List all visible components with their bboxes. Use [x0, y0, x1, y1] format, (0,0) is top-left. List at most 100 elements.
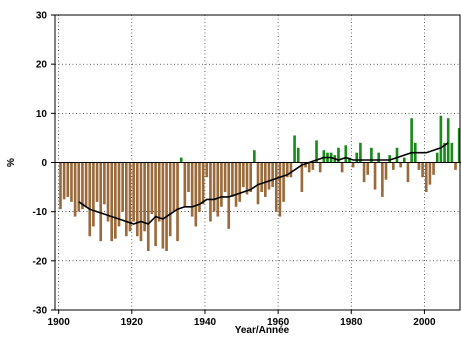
bar	[223, 162, 227, 192]
bar	[161, 162, 165, 249]
bar	[289, 162, 293, 178]
bar	[135, 162, 139, 237]
bar	[377, 152, 381, 163]
bar	[304, 162, 307, 168]
bar	[428, 162, 432, 185]
bar	[395, 147, 399, 163]
x-tick-label: 1980	[340, 317, 363, 328]
x-tick-label: 1900	[48, 317, 71, 328]
bar	[95, 162, 99, 202]
bar	[198, 162, 201, 212]
bar	[165, 162, 168, 251]
bar	[388, 155, 391, 163]
bar	[103, 162, 106, 205]
bar	[209, 162, 212, 222]
bar	[271, 162, 274, 188]
bar	[362, 162, 366, 183]
bar	[457, 128, 461, 163]
bar	[351, 162, 355, 168]
y-tick-label: 30	[36, 11, 48, 22]
bar	[150, 162, 154, 215]
y-axis-title: %	[6, 158, 17, 167]
x-tick-label: 1940	[194, 317, 217, 328]
bar	[117, 162, 121, 227]
bar	[322, 150, 326, 163]
bar	[132, 162, 135, 222]
bar	[245, 162, 249, 195]
bar	[110, 162, 114, 242]
bar	[190, 162, 194, 217]
bar	[285, 162, 289, 178]
bar	[73, 162, 77, 217]
bar	[125, 162, 128, 237]
bar	[146, 162, 150, 251]
bar	[234, 162, 238, 207]
bar	[340, 162, 344, 173]
x-tick-label: 1920	[121, 317, 144, 328]
bar	[274, 162, 278, 212]
bar	[410, 118, 413, 163]
bar	[220, 162, 223, 207]
bar	[384, 162, 388, 180]
bar	[253, 150, 256, 163]
bar	[154, 162, 157, 247]
bar	[318, 162, 322, 173]
bar	[256, 162, 260, 205]
bar	[106, 162, 110, 222]
bar	[205, 162, 209, 178]
bar	[307, 162, 311, 173]
bar	[176, 162, 179, 242]
bar	[282, 162, 285, 202]
bar	[348, 157, 351, 163]
bar	[121, 162, 124, 212]
bar	[296, 147, 300, 163]
bar	[99, 162, 103, 242]
bar	[355, 152, 359, 163]
x-tick-label: 2000	[413, 317, 436, 328]
bar	[59, 162, 62, 210]
bar	[406, 162, 410, 183]
bar	[300, 162, 304, 192]
y-tick-label: 20	[36, 60, 48, 71]
bar	[432, 162, 435, 175]
bar	[157, 162, 161, 222]
bar	[454, 162, 457, 170]
bar	[435, 152, 439, 163]
bar	[212, 162, 216, 212]
bar	[114, 162, 117, 239]
bar	[381, 162, 384, 197]
bar	[194, 162, 198, 227]
bar	[242, 162, 245, 188]
bar	[421, 162, 424, 178]
grid-lines	[55, 15, 461, 310]
bar	[231, 162, 234, 197]
bar	[62, 162, 66, 200]
bar	[366, 162, 370, 175]
y-tick-label: -30	[33, 306, 48, 317]
y-tick-label: 10	[36, 109, 48, 120]
bar	[443, 142, 446, 163]
bar	[128, 162, 132, 232]
bar	[263, 162, 267, 197]
bar	[227, 162, 231, 229]
bar	[417, 162, 421, 170]
bar	[446, 118, 450, 163]
trend-line	[78, 142, 449, 225]
bar	[249, 162, 253, 192]
bar	[66, 162, 70, 197]
bar	[81, 162, 84, 210]
bar	[315, 140, 318, 163]
bar	[168, 162, 172, 237]
bar	[139, 162, 143, 242]
x-axis: 1900 1920 1940 1960 1980 2000	[48, 310, 436, 328]
bar	[92, 162, 95, 227]
bar	[238, 162, 242, 202]
y-tick-label: -10	[33, 207, 48, 218]
x-axis-title: Year/Année	[235, 325, 290, 336]
bar	[402, 157, 406, 163]
bar	[77, 162, 81, 212]
bar	[344, 145, 348, 163]
bar	[187, 162, 190, 192]
bar	[370, 147, 373, 163]
